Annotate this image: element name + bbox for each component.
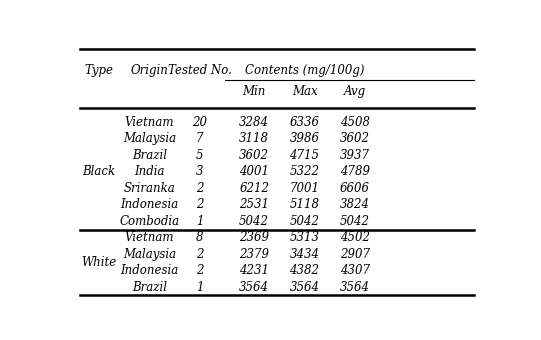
Text: 8: 8 (196, 231, 203, 244)
Text: Vietnam: Vietnam (124, 116, 174, 129)
Text: 6336: 6336 (289, 116, 320, 129)
Text: 4382: 4382 (289, 264, 320, 277)
Text: 1: 1 (196, 215, 203, 228)
Text: 3824: 3824 (340, 198, 370, 211)
Text: 4231: 4231 (239, 264, 269, 277)
Text: 2369: 2369 (239, 231, 269, 244)
Text: Origin: Origin (130, 64, 168, 78)
Text: 6606: 6606 (340, 182, 370, 195)
Text: 3564: 3564 (289, 281, 320, 294)
Text: Brazil: Brazil (132, 281, 167, 294)
Text: 2: 2 (196, 198, 203, 211)
Text: 2: 2 (196, 182, 203, 195)
Text: 6212: 6212 (239, 182, 269, 195)
Text: India: India (134, 165, 164, 179)
Text: Sriranka: Sriranka (123, 182, 175, 195)
Text: Brazil: Brazil (132, 149, 167, 162)
Text: Tested No.: Tested No. (168, 64, 232, 78)
Text: 2: 2 (196, 264, 203, 277)
Text: 3602: 3602 (340, 132, 370, 145)
Text: 3564: 3564 (340, 281, 370, 294)
Text: 7: 7 (196, 132, 203, 145)
Text: 3434: 3434 (289, 248, 320, 261)
Text: 5042: 5042 (239, 215, 269, 228)
Text: 5322: 5322 (289, 165, 320, 179)
Text: Contents (mg/100g): Contents (mg/100g) (245, 64, 364, 78)
Text: 20: 20 (192, 116, 207, 129)
Text: 7001: 7001 (289, 182, 320, 195)
Text: White: White (82, 256, 117, 269)
Text: 1: 1 (196, 281, 203, 294)
Text: 3564: 3564 (239, 281, 269, 294)
Text: 2907: 2907 (340, 248, 370, 261)
Text: Avg: Avg (344, 85, 366, 98)
Text: 3602: 3602 (239, 149, 269, 162)
Text: Black: Black (83, 165, 116, 179)
Text: 3937: 3937 (340, 149, 370, 162)
Text: Indonesia: Indonesia (120, 198, 179, 211)
Text: Max: Max (292, 85, 318, 98)
Text: 5313: 5313 (289, 231, 320, 244)
Text: Combodia: Combodia (120, 215, 180, 228)
Text: 5118: 5118 (289, 198, 320, 211)
Text: 4307: 4307 (340, 264, 370, 277)
Text: 3: 3 (196, 165, 203, 179)
Text: 2379: 2379 (239, 248, 269, 261)
Text: 5042: 5042 (340, 215, 370, 228)
Text: Min: Min (242, 85, 266, 98)
Text: 4789: 4789 (340, 165, 370, 179)
Text: 4715: 4715 (289, 149, 320, 162)
Text: 3986: 3986 (289, 132, 320, 145)
Text: 3118: 3118 (239, 132, 269, 145)
Text: 2531: 2531 (239, 198, 269, 211)
Text: 5042: 5042 (289, 215, 320, 228)
Text: 4502: 4502 (340, 231, 370, 244)
Text: Vietnam: Vietnam (124, 231, 174, 244)
Text: Indonesia: Indonesia (120, 264, 179, 277)
Text: 2: 2 (196, 248, 203, 261)
Text: 4508: 4508 (340, 116, 370, 129)
Text: 4001: 4001 (239, 165, 269, 179)
Text: Type: Type (84, 64, 114, 78)
Text: 3284: 3284 (239, 116, 269, 129)
Text: Malaysia: Malaysia (123, 248, 176, 261)
Text: 5: 5 (196, 149, 203, 162)
Text: Malaysia: Malaysia (123, 132, 176, 145)
